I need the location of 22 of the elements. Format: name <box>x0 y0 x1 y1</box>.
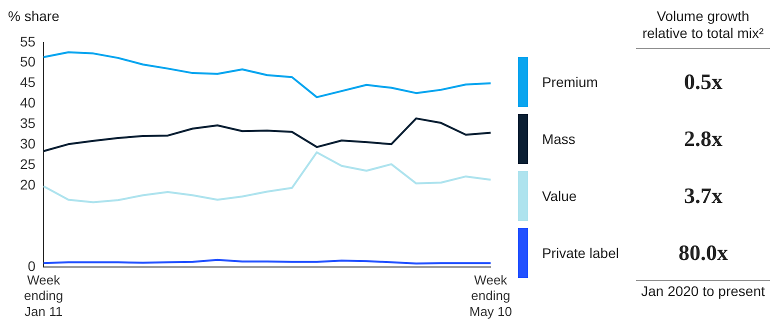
y-tick-label: 30 <box>20 135 36 152</box>
y-tick-label: 45 <box>20 74 36 90</box>
text: Private label <box>542 245 620 261</box>
y-axis-title: % share <box>8 8 60 26</box>
y-tick-label: 35 <box>20 115 36 132</box>
text: Value <box>542 188 578 204</box>
text: 0.5x <box>683 69 724 95</box>
x-tick-label: Week ending Jan 11 <box>24 272 64 319</box>
y-tick-label: 55 <box>20 33 36 50</box>
y-tick-label: 40 <box>20 94 36 111</box>
y-tick-label: 0 <box>28 258 36 274</box>
text: Mass <box>542 131 576 147</box>
text: 80.0x <box>678 240 730 266</box>
text: 3.7x <box>683 183 724 209</box>
y-tick-label: 50 <box>20 54 36 70</box>
y-tick-label: 25 <box>20 156 36 172</box>
text: Jan 2020 to present <box>636 280 770 299</box>
y-tick-label: 20 <box>20 176 36 192</box>
text: Premium <box>542 74 599 90</box>
text: Volume growth relative to total mix² <box>636 8 770 49</box>
text: 2.8x <box>683 126 724 152</box>
x-tick-label: Week ending May 10 <box>469 272 512 319</box>
